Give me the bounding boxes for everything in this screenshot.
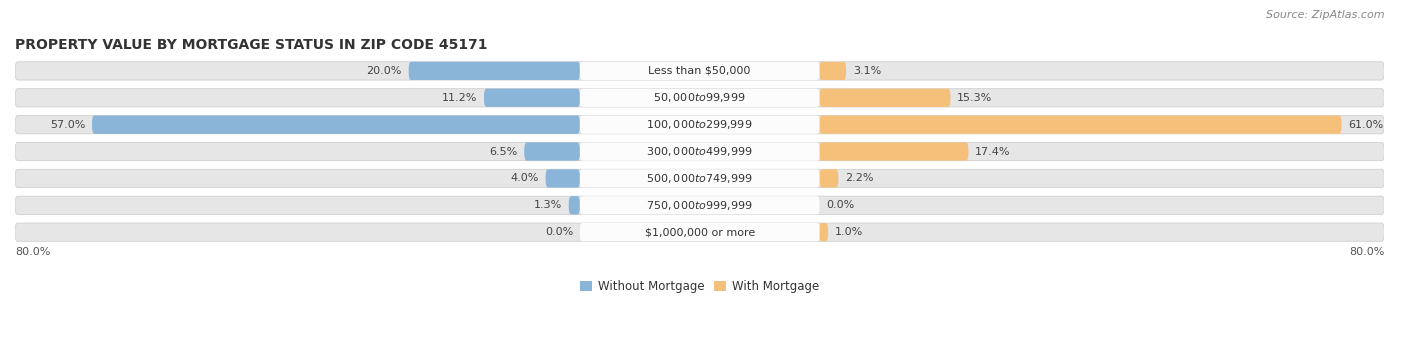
Legend: Without Mortgage, With Mortgage: Without Mortgage, With Mortgage bbox=[581, 280, 820, 293]
Text: Source: ZipAtlas.com: Source: ZipAtlas.com bbox=[1267, 10, 1385, 20]
Text: $500,000 to $749,999: $500,000 to $749,999 bbox=[647, 172, 754, 185]
FancyBboxPatch shape bbox=[820, 223, 828, 241]
FancyBboxPatch shape bbox=[546, 169, 579, 188]
Text: 80.0%: 80.0% bbox=[1348, 247, 1385, 257]
Text: 20.0%: 20.0% bbox=[367, 66, 402, 76]
Text: Less than $50,000: Less than $50,000 bbox=[648, 66, 751, 76]
Text: $50,000 to $99,999: $50,000 to $99,999 bbox=[654, 91, 747, 104]
FancyBboxPatch shape bbox=[409, 62, 579, 80]
Text: $100,000 to $299,999: $100,000 to $299,999 bbox=[647, 118, 752, 131]
FancyBboxPatch shape bbox=[91, 116, 579, 134]
Text: 1.0%: 1.0% bbox=[835, 227, 863, 237]
FancyBboxPatch shape bbox=[15, 143, 1385, 161]
Text: PROPERTY VALUE BY MORTGAGE STATUS IN ZIP CODE 45171: PROPERTY VALUE BY MORTGAGE STATUS IN ZIP… bbox=[15, 38, 488, 52]
FancyBboxPatch shape bbox=[15, 89, 1385, 107]
FancyBboxPatch shape bbox=[579, 143, 820, 161]
FancyBboxPatch shape bbox=[15, 116, 1385, 134]
FancyBboxPatch shape bbox=[569, 196, 579, 214]
Text: $1,000,000 or more: $1,000,000 or more bbox=[644, 227, 755, 237]
FancyBboxPatch shape bbox=[15, 223, 1385, 241]
Text: 57.0%: 57.0% bbox=[49, 120, 86, 130]
Text: 61.0%: 61.0% bbox=[1348, 120, 1384, 130]
Text: 17.4%: 17.4% bbox=[976, 147, 1011, 157]
Text: 11.2%: 11.2% bbox=[441, 93, 477, 103]
FancyBboxPatch shape bbox=[579, 196, 820, 214]
FancyBboxPatch shape bbox=[579, 89, 820, 107]
FancyBboxPatch shape bbox=[820, 116, 1341, 134]
FancyBboxPatch shape bbox=[579, 169, 820, 188]
FancyBboxPatch shape bbox=[15, 62, 1385, 80]
FancyBboxPatch shape bbox=[15, 196, 1385, 214]
FancyBboxPatch shape bbox=[524, 143, 579, 161]
FancyBboxPatch shape bbox=[820, 89, 950, 107]
FancyBboxPatch shape bbox=[484, 89, 579, 107]
Text: 3.1%: 3.1% bbox=[853, 66, 882, 76]
Text: 4.0%: 4.0% bbox=[510, 174, 538, 183]
Text: 80.0%: 80.0% bbox=[15, 247, 51, 257]
Text: 2.2%: 2.2% bbox=[845, 174, 873, 183]
Text: 0.0%: 0.0% bbox=[827, 200, 855, 210]
Text: $750,000 to $999,999: $750,000 to $999,999 bbox=[647, 199, 754, 212]
Text: 6.5%: 6.5% bbox=[489, 147, 517, 157]
FancyBboxPatch shape bbox=[820, 169, 838, 188]
Text: $300,000 to $499,999: $300,000 to $499,999 bbox=[647, 145, 754, 158]
FancyBboxPatch shape bbox=[15, 169, 1385, 188]
Text: 0.0%: 0.0% bbox=[544, 227, 574, 237]
Text: 15.3%: 15.3% bbox=[957, 93, 993, 103]
Text: 1.3%: 1.3% bbox=[534, 200, 562, 210]
FancyBboxPatch shape bbox=[820, 62, 846, 80]
FancyBboxPatch shape bbox=[579, 223, 820, 241]
FancyBboxPatch shape bbox=[579, 62, 820, 80]
FancyBboxPatch shape bbox=[820, 143, 969, 161]
FancyBboxPatch shape bbox=[579, 116, 820, 134]
